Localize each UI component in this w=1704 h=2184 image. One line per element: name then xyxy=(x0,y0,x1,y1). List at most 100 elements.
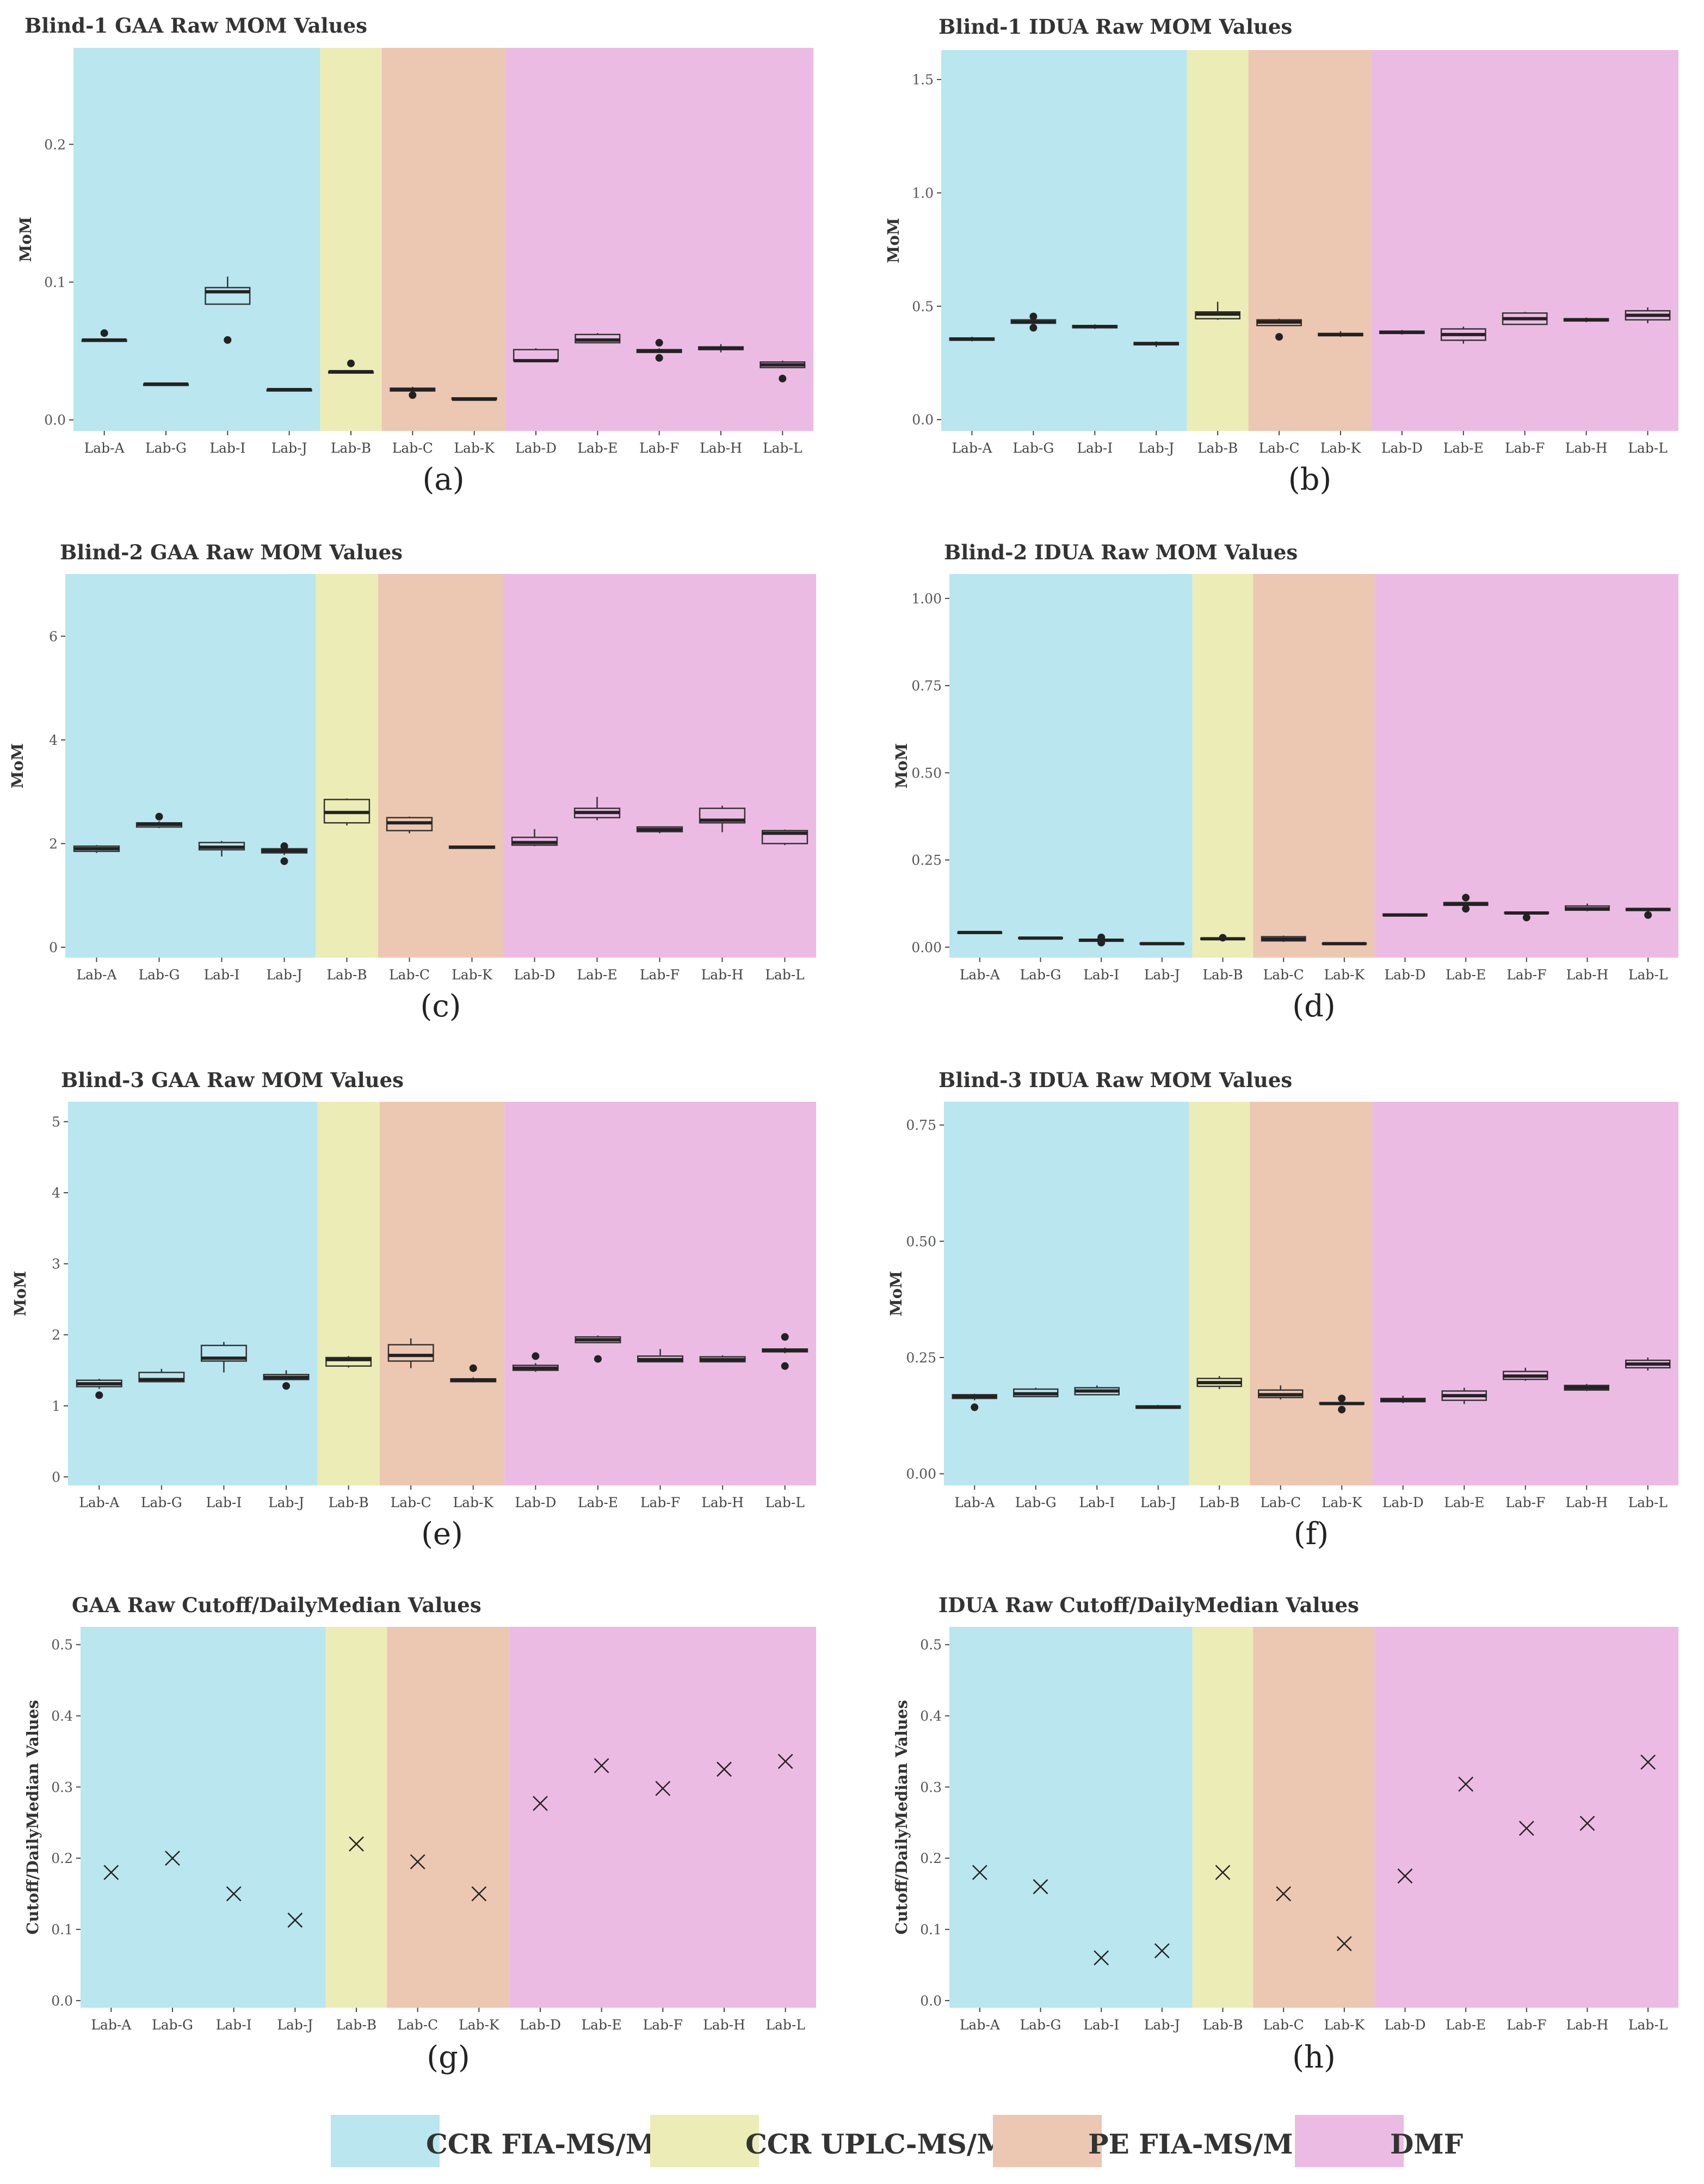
x-tick-label: Lab-B xyxy=(326,967,367,983)
x-tick-label: Lab-A xyxy=(954,1495,995,1510)
x-tick-label: Lab-B xyxy=(328,1495,368,1510)
group-band xyxy=(1192,574,1254,958)
group-band xyxy=(1192,1627,1254,2008)
x-tick-label: Lab-A xyxy=(960,967,1001,983)
x-tick-label: Lab-E xyxy=(1443,440,1484,456)
x-tick-label: Lab-H xyxy=(700,440,742,456)
x-tick-label: Lab-C xyxy=(391,1495,431,1510)
y-axis-label: MoM xyxy=(892,743,911,789)
x-tick-label: Lab-F xyxy=(1505,1495,1545,1510)
x-tick-label: Lab-E xyxy=(582,2017,622,2033)
x-tick-label: Lab-L xyxy=(765,967,805,983)
y-tick-label: 6 xyxy=(49,628,58,644)
x-marker xyxy=(717,1761,732,1777)
x-tick-label: Lab-L xyxy=(763,440,802,456)
group-band xyxy=(504,1102,816,1485)
x-tick-label: Lab-F xyxy=(639,440,679,456)
x-tick-label: Lab-E xyxy=(577,967,617,983)
y-tick-label: 0.0 xyxy=(51,1993,73,2009)
x-marker xyxy=(1336,1936,1352,1952)
x-tick-label: Lab-J xyxy=(277,2017,313,2033)
x-tick-label: Lab-B xyxy=(1197,440,1238,456)
x-tick-label: Lab-D xyxy=(1384,2017,1425,2033)
x-tick-label: Lab-D xyxy=(514,967,555,983)
y-tick-label: 0.3 xyxy=(51,1779,73,1795)
group-band xyxy=(1250,1102,1373,1485)
legend-swatch xyxy=(993,2115,1102,2167)
x-marker xyxy=(226,1886,242,1902)
group-band xyxy=(325,1627,387,2008)
y-tick-label: 1.00 xyxy=(911,591,942,607)
x-tick-label: Lab-L xyxy=(765,1495,805,1510)
outlier-point xyxy=(1029,312,1038,320)
x-tick-label: Lab-K xyxy=(1320,440,1362,456)
y-axis-label: Cutoff/DailyMedian Values xyxy=(892,1700,911,1934)
x-tick-label: Lab-G xyxy=(1020,2017,1061,2033)
outlier-point xyxy=(1338,1395,1346,1403)
y-tick-label: 5 xyxy=(52,1114,60,1130)
outlier-point xyxy=(779,374,787,382)
box xyxy=(387,1344,434,1362)
x-tick-label: Lab-C xyxy=(1258,440,1299,456)
x-tick-label: Lab-H xyxy=(1565,1495,1608,1510)
x-marker xyxy=(1033,1879,1048,1895)
x-tick-label: Lab-L xyxy=(1628,440,1668,456)
y-tick-label: 0.75 xyxy=(906,1118,936,1133)
group-band xyxy=(65,574,316,958)
y-tick-label: 3 xyxy=(52,1256,60,1272)
y-axis-label: Cutoff/DailyMedian Values xyxy=(23,1700,42,1934)
x-marker xyxy=(471,1886,487,1902)
panel-label: (b) xyxy=(1288,462,1332,497)
outlier-point xyxy=(781,1362,789,1370)
x-tick-label: Lab-K xyxy=(1324,967,1366,983)
chart-panel: 0 2 4 6 Lab-A Lab-G Lab-I Lab-J Lab-B Lab-C Lab-K L… xyxy=(8,540,816,1024)
panel-label: (h) xyxy=(1292,2040,1336,2075)
group-band xyxy=(316,574,378,958)
outlier-point xyxy=(532,1352,540,1360)
group-band xyxy=(378,574,503,958)
x-marker xyxy=(1579,1816,1595,1831)
x-tick-label: Lab-A xyxy=(84,440,125,456)
outlier-point xyxy=(409,391,417,399)
x-marker xyxy=(1518,1821,1534,1836)
y-tick-label: 0.3 xyxy=(920,1779,942,1795)
x-marker xyxy=(1397,1868,1413,1884)
y-tick-label: 0.25 xyxy=(911,853,942,868)
y-axis-label: MoM xyxy=(884,218,903,263)
chart-panel: 0.0 0.1 0.2 0.3 0.4 0.5 Lab-A Lab-G Lab-I Lab-J La… xyxy=(23,1593,816,2075)
x-marker xyxy=(1640,1754,1656,1770)
x-tick-label: Lab-K xyxy=(452,967,493,983)
x-marker xyxy=(287,1912,303,1928)
x-tick-label: Lab-L xyxy=(765,2017,805,2033)
outlier-point xyxy=(282,1382,291,1390)
chart-title: Blind-3 GAA Raw MOM Values xyxy=(61,1068,404,1092)
group-band xyxy=(1253,574,1375,958)
x-tick-label: Lab-A xyxy=(76,967,117,983)
chart-panel: 0.0 0.5 1.0 1.5 Lab-A Lab-G Lab-I Lab-J Lab-B Lab… xyxy=(884,15,1678,497)
x-tick-label: Lab-F xyxy=(1507,2017,1546,2033)
x-tick-label: Lab-H xyxy=(1565,440,1608,456)
outlier-point xyxy=(655,354,663,362)
x-tick-label: Lab-B xyxy=(331,440,371,456)
outlier-point xyxy=(1338,1405,1346,1414)
chart-title: Blind-1 IDUA Raw MOM Values xyxy=(939,15,1292,39)
x-tick-label: Lab-E xyxy=(577,440,618,456)
y-tick-label: 2 xyxy=(52,1327,60,1343)
y-tick-label: 0.1 xyxy=(920,1922,942,1938)
x-tick-label: Lab-F xyxy=(643,2017,683,2033)
y-tick-label: 1.0 xyxy=(912,186,934,201)
y-tick-label: 0.2 xyxy=(51,1850,73,1866)
x-tick-label: Lab-K xyxy=(459,2017,500,2033)
y-tick-label: 1 xyxy=(52,1398,60,1414)
x-tick-label: Lab-E xyxy=(1444,1495,1484,1510)
y-tick-label: 0.00 xyxy=(911,940,942,955)
group-band xyxy=(1374,1627,1678,2008)
panel-label: (f) xyxy=(1294,1516,1329,1552)
group-band xyxy=(944,1102,1189,1485)
y-axis-label: MoM xyxy=(887,1271,905,1317)
x-tick-label: Lab-F xyxy=(1505,440,1545,456)
x-marker xyxy=(1215,1865,1231,1880)
x-tick-label: Lab-F xyxy=(640,1495,680,1510)
y-tick-label: 0.4 xyxy=(51,1708,73,1724)
outlier-point xyxy=(155,812,163,820)
